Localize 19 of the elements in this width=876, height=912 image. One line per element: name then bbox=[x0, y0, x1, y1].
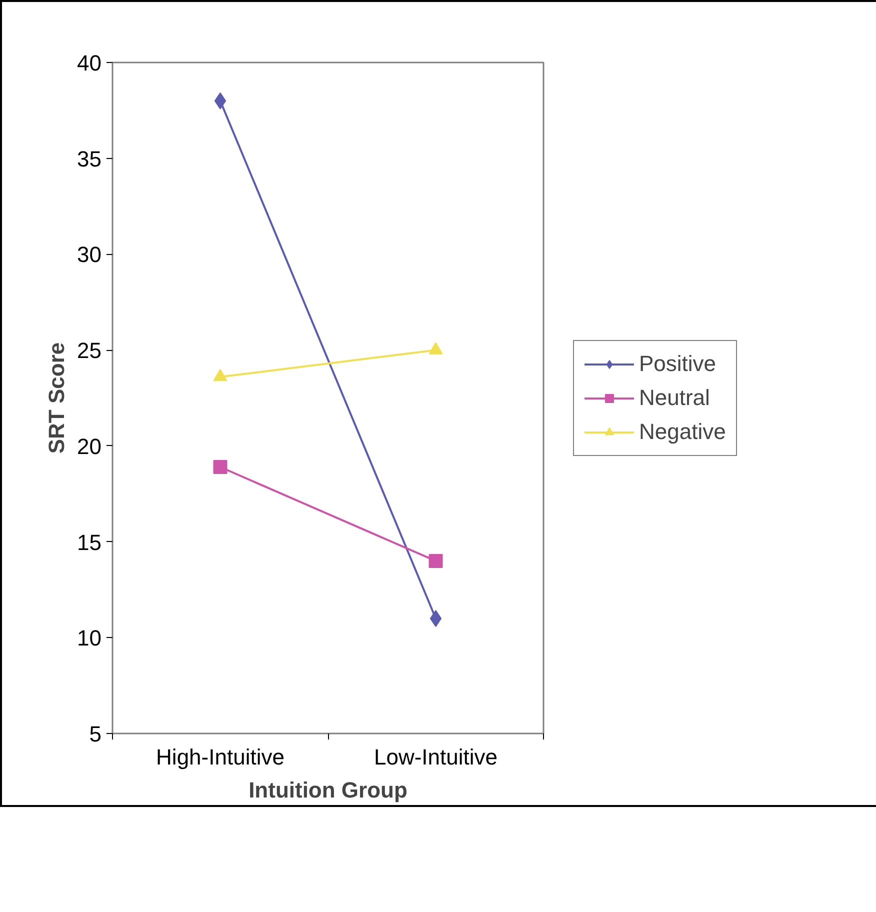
y-tick-label: 10 bbox=[77, 626, 102, 651]
y-tick-label: 30 bbox=[77, 242, 102, 268]
point bbox=[213, 460, 228, 474]
y-tick-label: 5 bbox=[89, 722, 102, 746]
y-axis-title: SRT Score bbox=[44, 342, 70, 454]
y-tick-label: 35 bbox=[77, 146, 102, 172]
legend-label: Negative bbox=[639, 418, 726, 444]
y-tick-label: 15 bbox=[77, 530, 102, 555]
point bbox=[428, 554, 443, 568]
y-tick-label: 20 bbox=[77, 434, 102, 459]
y-tick-label: 25 bbox=[77, 338, 102, 364]
legend-label: Positive bbox=[639, 350, 716, 376]
x-tick-label: High-Intuitive bbox=[156, 744, 284, 770]
x-tick-label: Low-Intuitive bbox=[374, 744, 498, 770]
y-tick-label: 40 bbox=[77, 50, 102, 76]
legend-label: Neutral bbox=[639, 384, 710, 410]
point bbox=[430, 610, 442, 627]
x-axis-title: Intuition Group bbox=[248, 778, 408, 802]
point bbox=[214, 92, 226, 110]
